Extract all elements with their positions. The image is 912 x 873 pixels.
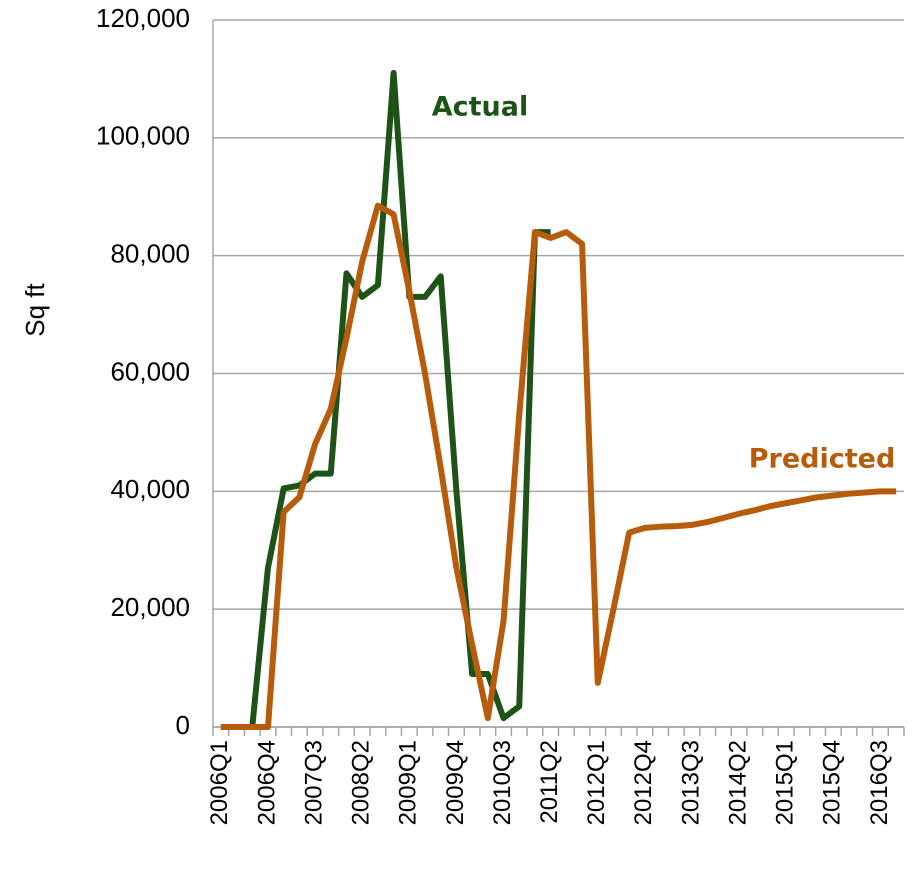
x-tick-label: 2008Q2 <box>348 740 375 825</box>
line-series <box>220 202 897 730</box>
x-tick-label: 2009Q1 <box>395 740 422 825</box>
x-tick-label: 2009Q4 <box>442 740 469 825</box>
y-axis-label: Sq ft <box>20 282 50 336</box>
x-tick-label: 2012Q4 <box>630 740 657 825</box>
y-tick-label: 40,000 <box>110 474 190 504</box>
x-tick-label: 2015Q1 <box>772 740 799 825</box>
annotation: Actual <box>432 92 529 123</box>
y-tick-label: 0 <box>176 710 190 740</box>
y-tick-label: 120,000 <box>96 3 190 33</box>
x-tick-label: 2016Q3 <box>866 740 893 825</box>
y-tick-label: 100,000 <box>96 121 190 151</box>
x-tick-label: 2007Q3 <box>300 740 327 825</box>
y-tick-label: 80,000 <box>110 239 190 269</box>
x-tick-label: 2006Q1 <box>206 740 233 825</box>
line-series <box>220 70 551 730</box>
x-tick-label: 2014Q2 <box>724 740 751 825</box>
y-tick-label: 60,000 <box>110 356 190 386</box>
x-tick-label: 2013Q3 <box>677 740 704 825</box>
x-tick-label: 2015Q4 <box>819 740 846 825</box>
y-tick-label: 20,000 <box>110 592 190 622</box>
x-tick-label: 2010Q3 <box>489 740 516 825</box>
x-tick-label: 2012Q1 <box>583 740 610 825</box>
x-tick-label: 2006Q4 <box>253 740 280 825</box>
x-tick-label: 2011Q2 <box>536 740 563 824</box>
annotation: Predicted <box>749 444 896 475</box>
